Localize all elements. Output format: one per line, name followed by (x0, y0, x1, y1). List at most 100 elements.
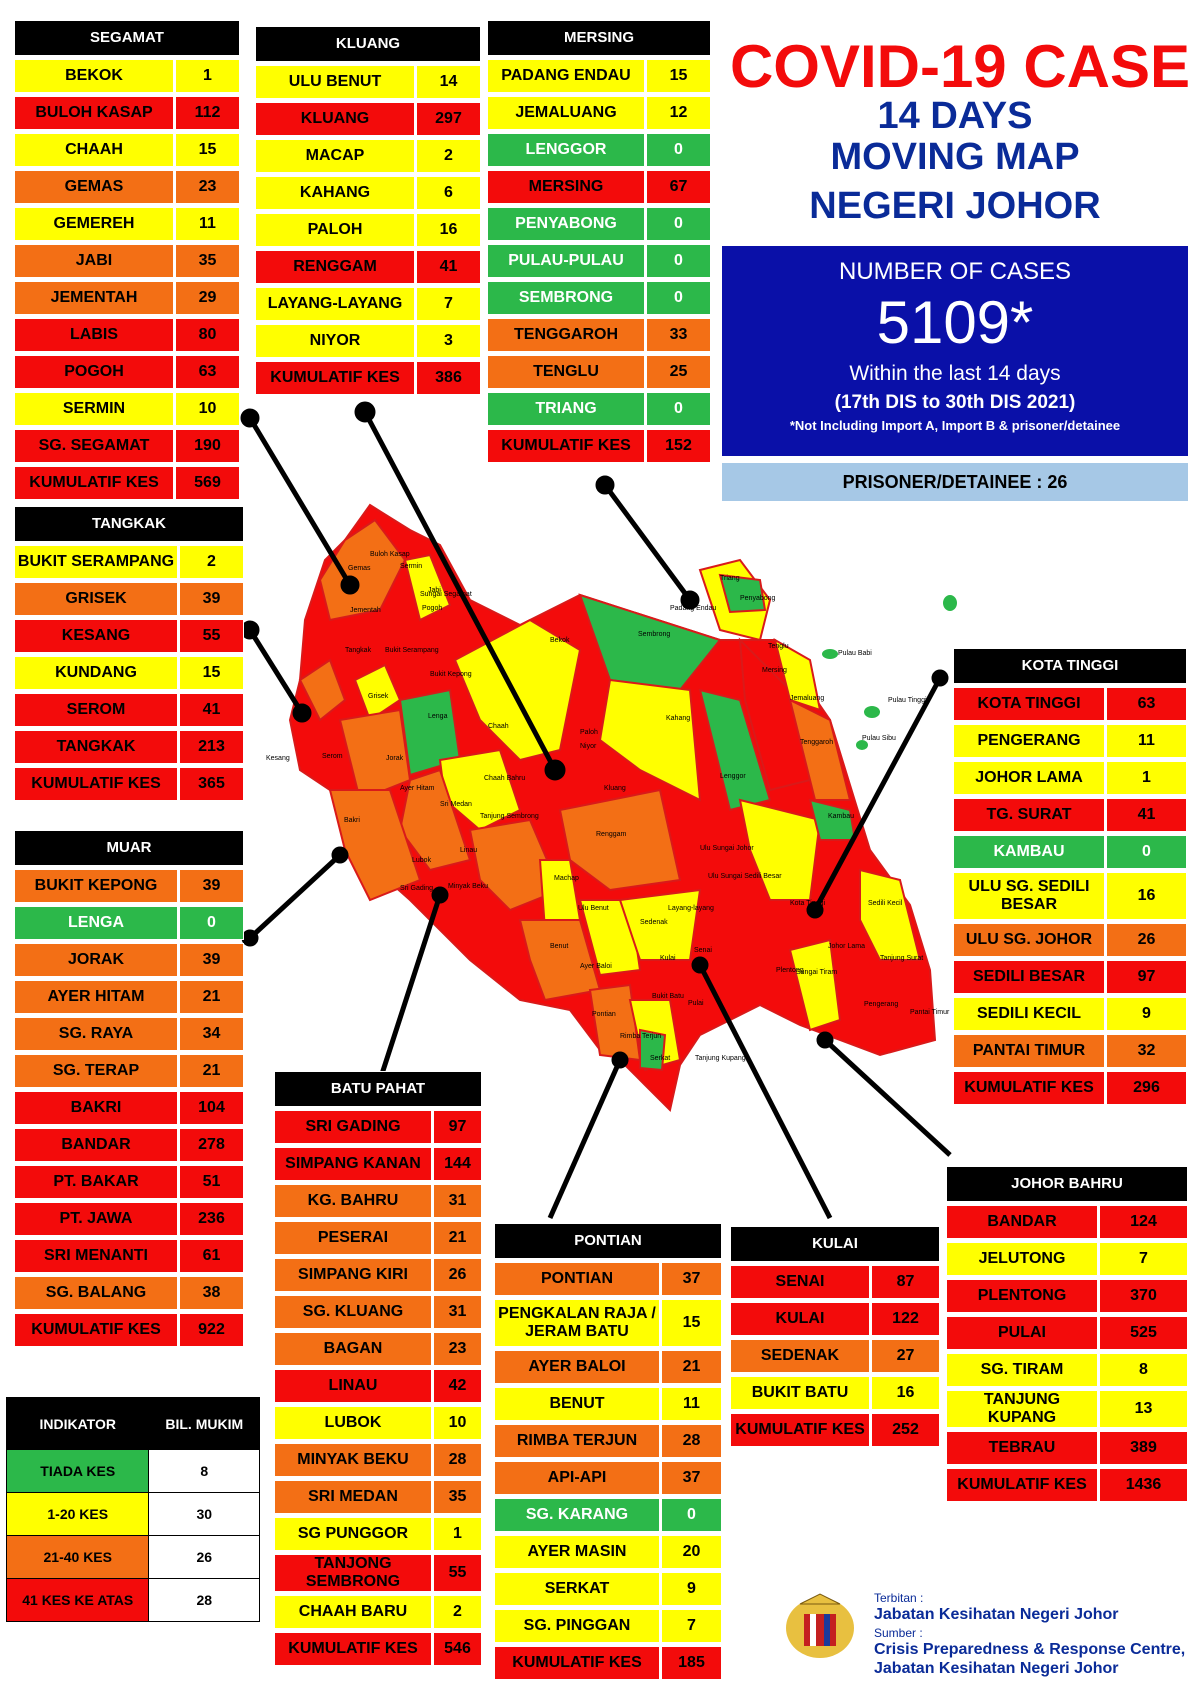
case-count: 0 (645, 133, 711, 167)
case-count: 15 (178, 656, 244, 690)
leader-line (547, 1058, 623, 1220)
mukim-name: JEMALUANG (487, 96, 645, 130)
table-row: BANDAR 124 (946, 1205, 1188, 1239)
table-row: AYER HITAM 21 (14, 980, 244, 1014)
map-place-label: Kulai (660, 955, 676, 962)
mukim-name: SEDILI BESAR (953, 960, 1105, 994)
mukim-name: PULAU-PULAU (487, 244, 645, 278)
mukim-name: SIMPANG KANAN (274, 1147, 432, 1181)
table-row: SIMPANG KANAN 144 (274, 1147, 482, 1181)
case-count: 41 (178, 693, 244, 727)
mukim-name: PENYABONG (487, 207, 645, 241)
leader-dot (240, 408, 260, 428)
leader-line (377, 894, 443, 1081)
case-count: 23 (432, 1332, 482, 1366)
case-count: 42 (432, 1369, 482, 1403)
table-row: LINAU 42 (274, 1369, 482, 1403)
mukim-name: JELUTONG (946, 1242, 1098, 1276)
map-place-label: Triang (720, 575, 740, 582)
leader-line (247, 416, 353, 587)
case-count: 3 (415, 324, 481, 358)
map-place-label: Benut (550, 943, 568, 950)
district-table-kota-tinggi: KOTA TINGGI KOTA TINGGI 63 PENGERANG 11 JOHOR… (953, 645, 1187, 1108)
mukim-name: BUKIT BATU (730, 1376, 870, 1410)
mukim-name: PESERAI (274, 1221, 432, 1255)
table-row: SEDENAK 27 (730, 1339, 940, 1373)
mukim-name: SRI GADING (274, 1110, 432, 1144)
case-count: 0 (645, 281, 711, 315)
district-table-kulai: KULAI SENAI 87 KULAI 122 SEDENAK 27 BUKIT BATU 1… (730, 1223, 940, 1450)
map-place-label: Mersing (762, 667, 787, 674)
table-row: JEMENTAH 29 (14, 281, 240, 315)
map-place-label: Senai (694, 947, 712, 954)
table-row: SG. RAYA 34 (14, 1017, 244, 1051)
table-row: KUMULATIF KES 252 (730, 1413, 940, 1447)
mukim-name: TANGKAK (14, 730, 178, 764)
mukim-name: SG. KLUANG (274, 1295, 432, 1329)
map-place-label: Pogoh (422, 605, 442, 612)
map-place-label: Bukit Batu (652, 993, 684, 1000)
district-table-kluang: KLUANG ULU BENUT 14 KLUANG 297 MACAP 2 KAHANG 6 P… (255, 23, 481, 398)
mukim-name: ULU SG. SEDILI BESAR (953, 872, 1105, 920)
table-row: BANDAR 278 (14, 1128, 244, 1162)
map-place-label: Tanjung Surat (880, 955, 923, 962)
leader-dot (611, 1051, 629, 1069)
table-row: KUMULATIF KES 569 (14, 466, 240, 500)
map-place-label: Lenggor (720, 773, 746, 780)
legend-label: 41 KES KE ATAS (5, 1578, 150, 1622)
mukim-name: SEDENAK (730, 1339, 870, 1373)
table-row: KUMULATIF KES 365 (14, 767, 244, 801)
map-place-label: Paloh (580, 729, 598, 736)
case-count: 11 (660, 1387, 722, 1421)
legend-table: INDIKATOR BIL. MUKIM TIADA KES 8 1-20 KES… (5, 1397, 260, 1622)
mukim-name: RENGGAM (255, 250, 415, 284)
subtitle-line-2: MOVING MAP (830, 136, 1080, 178)
credit-source-2: Jabatan Kesihatan Negeri Johor (874, 1660, 1119, 1677)
case-count: 32 (1105, 1034, 1187, 1068)
table-row: BUKIT SERAMPANG 2 (14, 545, 244, 579)
mukim-name: CHAAH BARU (274, 1595, 432, 1629)
table-row: RIMBA TERJUN 28 (494, 1424, 722, 1458)
mukim-name: KUMULATIF KES (14, 767, 178, 801)
mukim-name: SG. KARANG (494, 1498, 660, 1532)
case-count: 16 (415, 213, 481, 247)
leader-line (602, 483, 693, 602)
table-row: TANGKAK 213 (14, 730, 244, 764)
map-place-label: Kambau (828, 813, 854, 820)
leader-lines (240, 401, 952, 1220)
map-region (618, 888, 702, 961)
case-count: 2 (415, 139, 481, 173)
map-place-label: Pulau Babi (838, 650, 872, 657)
mukim-name: PENGERANG (953, 724, 1105, 758)
mukim-name: KUMULATIF KES (730, 1413, 870, 1447)
table-row: KUMULATIF KES 185 (494, 1646, 722, 1680)
table-row: PULAU-PULAU 0 (487, 244, 711, 278)
table-row: SIMPANG KIRI 26 (274, 1258, 482, 1292)
case-count: 21 (178, 1054, 244, 1088)
map-place-label: Layang-layang (668, 905, 714, 912)
map-place-label: Pantai Timur (910, 1009, 950, 1016)
map-region (328, 789, 422, 902)
mukim-name: SG. SEGAMAT (14, 429, 174, 463)
table-row: CHAAH 15 (14, 133, 240, 167)
leader-dot (241, 929, 259, 947)
map-place-label: Tenglu (768, 643, 789, 650)
district-name: SEGAMAT (14, 20, 240, 56)
mukim-name: JEMENTAH (14, 281, 174, 315)
case-count: 26 (1105, 923, 1187, 957)
credit-source-1: Crisis Preparedness & Response Centre, (874, 1641, 1186, 1658)
mukim-name: SERMIN (14, 392, 174, 426)
case-count: 546 (432, 1632, 482, 1666)
table-row: JOHOR LAMA 1 (953, 761, 1187, 795)
case-count: 185 (660, 1646, 722, 1680)
mukim-name: KUMULATIF KES (255, 361, 415, 395)
district-table-batu-pahat: BATU PAHAT SRI GADING 97 SIMPANG KANAN 144 KG… (274, 1068, 482, 1669)
case-count: 21 (660, 1350, 722, 1384)
case-count: 55 (432, 1554, 482, 1592)
leader-dot (691, 956, 709, 974)
mukim-name: AYER MASIN (494, 1535, 660, 1569)
case-count: 124 (1098, 1205, 1188, 1239)
map-place-label: Tanjung Sembrong (480, 813, 539, 820)
map-place-label: Ayer Hitam (400, 785, 435, 792)
map-place-label: Jementah (350, 607, 381, 614)
